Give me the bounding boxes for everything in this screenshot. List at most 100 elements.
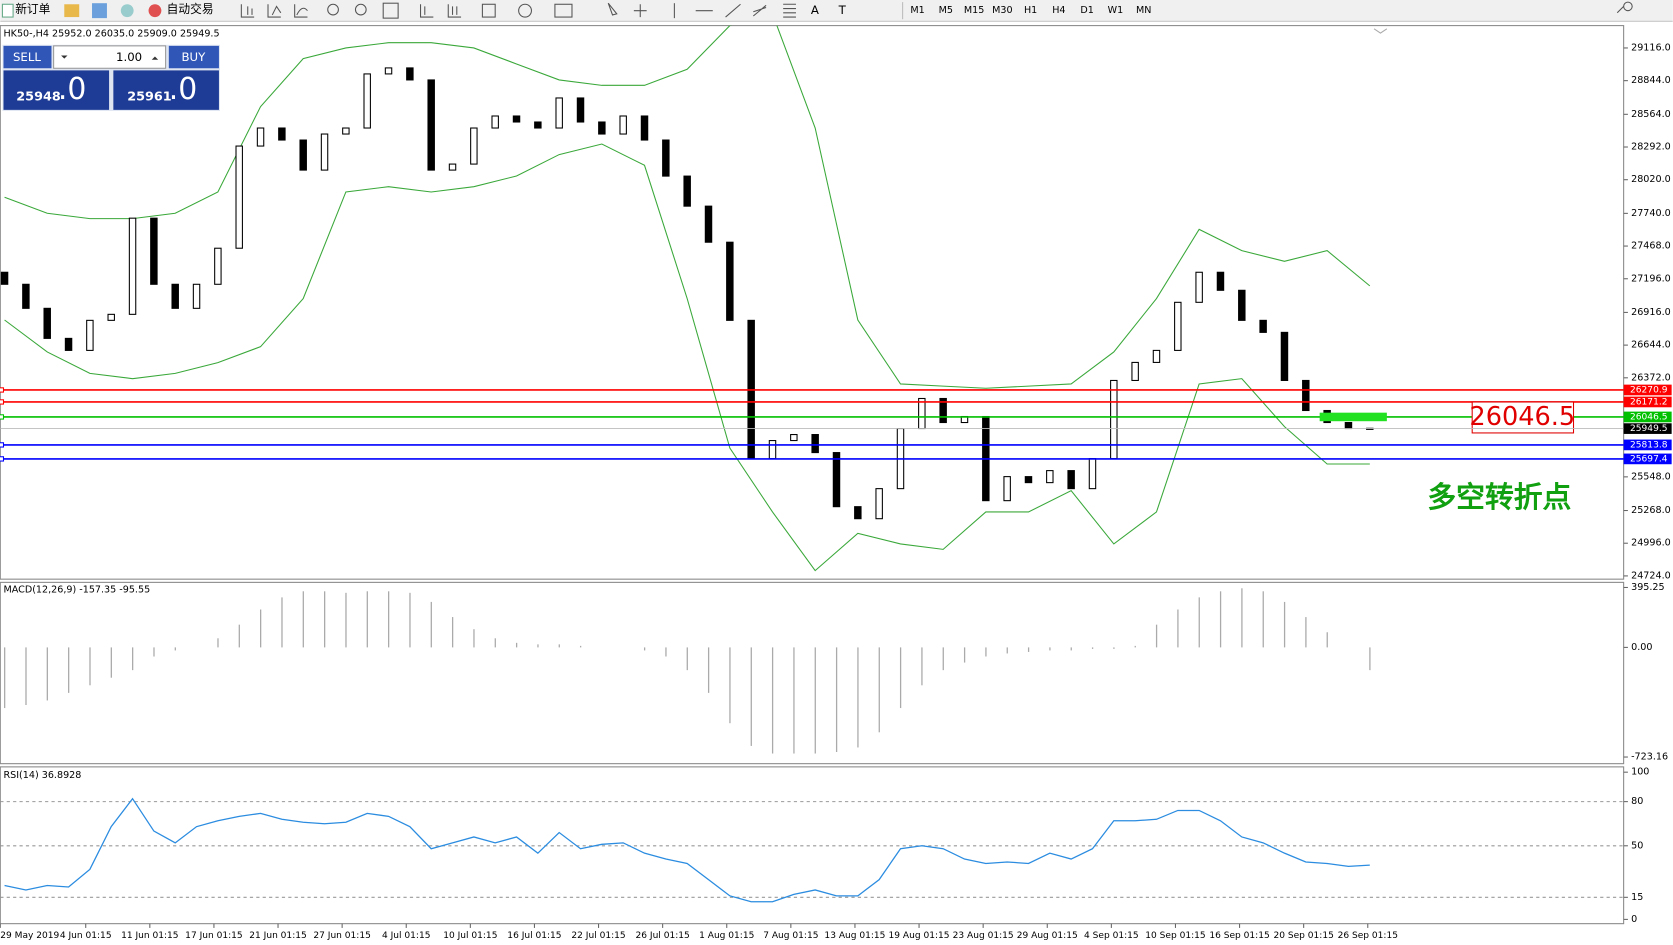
timeframe-button[interactable]: W1 <box>1108 5 1124 16</box>
level-label: 25949.5 <box>1630 424 1667 434</box>
macd-bar <box>1305 617 1307 648</box>
text-tool[interactable]: A <box>811 3 819 17</box>
volume: 1.00 <box>116 50 142 64</box>
toolbar-icons[interactable] <box>240 1 1633 19</box>
candle-body <box>299 139 307 171</box>
icon[interactable] <box>64 4 80 18</box>
candle-body <box>1280 331 1289 381</box>
macd-bar <box>729 647 731 724</box>
x-tick-label: 4 Jun 01:15 <box>60 931 112 941</box>
timeframe-button[interactable]: M5 <box>939 5 953 16</box>
candle-body <box>1302 379 1310 412</box>
macd-bar <box>25 647 27 706</box>
new-order-button[interactable]: 新订单 <box>1 2 51 18</box>
symbol-info: HK50-,H4 25952.0 26035.0 25909.0 25949.5 <box>3 29 219 40</box>
trade-panel: SELL 1.00 BUY 25948 .0 25961 .0 <box>2 44 221 111</box>
macd-bar <box>68 647 70 693</box>
level-label: 25813.8 <box>1630 440 1668 450</box>
macd-bar <box>473 629 475 648</box>
level-label-bg <box>1623 423 1672 434</box>
y-tick-label: 28844.0 <box>1631 75 1671 86</box>
level-handle <box>0 442 5 448</box>
level-label: 26270.9 <box>1630 385 1668 395</box>
price-pane <box>0 25 1625 580</box>
level-label-bg <box>1623 396 1672 408</box>
y-tick-label: 24996.0 <box>1631 538 1671 549</box>
candle-body <box>171 283 179 309</box>
y-tick-label: 26644.0 <box>1631 340 1671 351</box>
candle-body <box>256 127 265 147</box>
x-tick-label: 11 Jun 01:15 <box>121 931 178 941</box>
timeframe-button[interactable]: M15 <box>964 5 984 16</box>
y-tick-label: 0.00 <box>1631 642 1652 653</box>
y-tick-label: 28020.0 <box>1631 174 1671 185</box>
macd-bar <box>387 591 390 648</box>
x-tick-label: 23 Aug 01:15 <box>953 931 1014 941</box>
y-tick-label: 395.25 <box>1631 582 1665 593</box>
candle-body <box>939 397 947 424</box>
sell-button[interactable]: SELL <box>3 45 52 69</box>
macd-bar <box>1027 647 1030 652</box>
timeframe-button[interactable]: D1 <box>1080 5 1093 16</box>
candle-body <box>107 313 115 321</box>
y-tick-label: 24724.0 <box>1631 570 1671 581</box>
label-tool[interactable]: T <box>838 3 847 17</box>
candle-body <box>790 434 798 442</box>
level-label-bg <box>1623 411 1672 423</box>
x-tick-label: 16 Jul 01:15 <box>507 931 561 941</box>
candle-body <box>491 115 499 129</box>
icon[interactable] <box>92 3 107 19</box>
candle-body <box>619 115 627 135</box>
x-tick-label: 29 Aug 01:15 <box>1017 931 1078 941</box>
candle-body <box>86 319 94 351</box>
macd-bar <box>4 647 6 709</box>
macd-bar <box>985 647 987 657</box>
level-handle <box>0 399 5 405</box>
macd-bar <box>1241 588 1243 648</box>
x-tick-label: 26 Sep 01:15 <box>1338 931 1398 941</box>
level-label: 26046.5 <box>1630 412 1667 422</box>
level-label-bg <box>1623 439 1672 451</box>
level-label: 25697.4 <box>1630 454 1668 464</box>
candle-body <box>0 271 9 285</box>
level-handle <box>0 387 5 393</box>
sell-price-big: .0 <box>58 72 86 107</box>
macd-bar <box>835 647 838 753</box>
candle-body <box>555 97 563 129</box>
volume-input[interactable] <box>53 45 167 69</box>
x-tick-label: 10 Jul 01:15 <box>443 931 497 941</box>
timeframe-button[interactable]: M30 <box>992 5 1012 16</box>
sell-price-box[interactable] <box>3 70 110 110</box>
candle-body <box>1110 379 1118 460</box>
candle-body <box>1174 301 1182 351</box>
timeframe-button[interactable]: MN <box>1136 5 1151 16</box>
candle-body <box>1067 470 1075 490</box>
candle-body <box>43 307 51 339</box>
macd-bar <box>1006 647 1008 654</box>
macd-bar <box>942 647 944 671</box>
candle-body <box>128 217 137 315</box>
timeframe-button[interactable]: H4 <box>1052 5 1065 16</box>
y-tick-label: 27196.0 <box>1631 273 1671 284</box>
timeframe-button[interactable]: M1 <box>910 5 924 16</box>
macd-bar <box>1262 591 1264 648</box>
timeframe-button[interactable]: H1 <box>1024 5 1037 16</box>
auto-trading-button[interactable]: 自动交易 <box>148 2 214 18</box>
macd-bar <box>750 647 752 746</box>
y-tick-label: 80 <box>1631 796 1643 807</box>
candle-body <box>192 283 201 309</box>
y-tick-label: 26916.0 <box>1631 307 1671 318</box>
macd-bar <box>579 645 582 648</box>
sell-label: SELL <box>13 50 41 64</box>
candle-body <box>406 67 414 81</box>
icon[interactable] <box>120 4 134 18</box>
candle-body <box>1344 421 1353 430</box>
buy-price-box[interactable] <box>113 70 219 110</box>
macd-bar <box>963 647 966 663</box>
macd-bar <box>110 647 112 678</box>
level-handle <box>0 456 5 462</box>
buy-button[interactable]: BUY <box>168 45 219 69</box>
x-tick-label: 26 Jul 01:15 <box>636 931 690 941</box>
candle-body <box>427 79 435 171</box>
